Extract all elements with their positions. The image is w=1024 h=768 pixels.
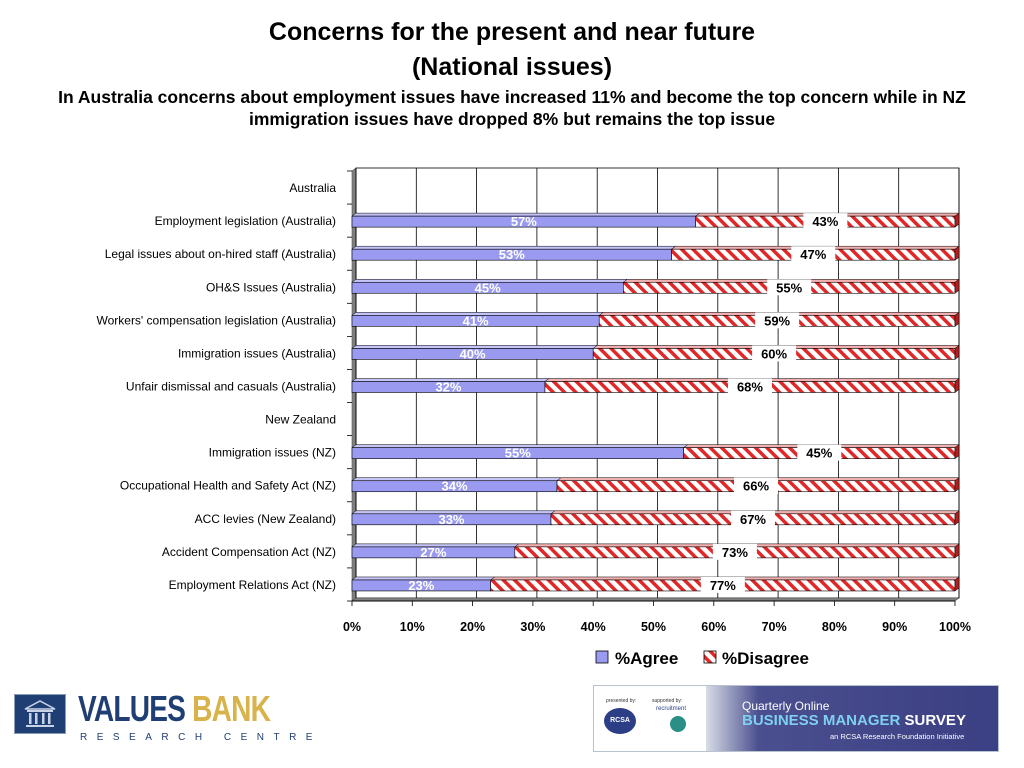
category-label: Immigration issues (NZ) <box>209 446 336 460</box>
bar-disagree-end <box>954 212 960 228</box>
bars: 57% 43% 53% 47% 45% 55% 41% 59% 40% 60% 32% 68% 55% 4… <box>351 212 960 593</box>
category-label: Australia <box>289 181 336 195</box>
category-label: ACC levies (New Zealand) <box>195 512 336 526</box>
x-tick-label: 30% <box>520 620 545 634</box>
bar-disagree-end <box>954 278 960 294</box>
data-label-agree: 34% <box>441 479 467 494</box>
chart-title-line-2: (National issues) <box>411 53 613 81</box>
data-label-disagree: 47% <box>800 247 826 262</box>
x-tick-label: 40% <box>581 620 606 634</box>
rcsa-logo: RCSA <box>604 708 636 734</box>
data-label-disagree-bg <box>730 510 775 527</box>
data-label-agree: 45% <box>475 280 501 295</box>
data-label-disagree-bg <box>712 543 757 560</box>
legend-swatch-agree <box>595 650 609 664</box>
data-label-disagree-bg <box>755 312 800 329</box>
data-label-disagree-bg <box>791 246 836 263</box>
category-label: OH&S Issues (Australia) <box>206 280 336 294</box>
x-tick-label: 50% <box>641 620 666 634</box>
bar-disagree-end <box>954 311 960 327</box>
data-label-disagree-bg <box>700 576 745 593</box>
bar-disagree-end <box>954 444 960 460</box>
bar-disagree-end <box>954 245 960 261</box>
data-label-disagree-bg <box>752 345 797 362</box>
x-axis-ticks: 0% 10% 20% 30% 40% 50% 60% 70% 80% 90% 100% <box>343 620 971 634</box>
data-label-disagree: 60% <box>761 346 787 361</box>
chart-title-line-1: Concerns for the present and near future <box>268 18 756 46</box>
data-label-disagree: 55% <box>776 280 802 295</box>
data-label-agree: 27% <box>420 545 446 560</box>
bar-disagree-end <box>954 510 960 526</box>
category-label: Employment Relations Act (NZ) <box>169 578 336 592</box>
category-label: New Zealand <box>265 413 336 427</box>
x-tick-label: 60% <box>701 620 726 634</box>
category-label: Occupational Health and Safety Act (NZ) <box>120 479 336 493</box>
data-label-disagree: 59% <box>764 313 790 328</box>
data-label-disagree: 68% <box>737 380 763 395</box>
category-label: Legal issues about on-hired staff (Austr… <box>105 247 336 261</box>
x-tick-label: 70% <box>762 620 787 634</box>
bar-disagree-end <box>954 378 960 393</box>
supported-by-text: supported by: <box>652 698 683 704</box>
data-label-disagree-bg <box>734 477 779 494</box>
category-labels: Australia Employment legislation (Austral… <box>96 181 336 592</box>
data-label-disagree-bg <box>803 213 848 230</box>
bar-disagree-end <box>954 344 960 360</box>
survey-line-3: an RCSA Research Foundation Initiative <box>830 732 965 741</box>
legend-label-agree: %Agree <box>615 649 678 668</box>
building-icon <box>14 694 66 734</box>
x-tick-label: 100% <box>939 620 971 634</box>
values-bank-logo: VALUES BANK RESEARCH CENTRE <box>14 688 312 746</box>
survey-banner-logo: presented by: supported by: RCSA recruit… <box>593 685 999 752</box>
data-label-disagree: 77% <box>710 578 736 593</box>
recruitment-logo: recruitment <box>656 706 690 734</box>
data-label-disagree-bg <box>797 444 842 461</box>
category-label: Employment legislation (Australia) <box>155 214 336 228</box>
values-bank-subtitle: RESEARCH CENTRE <box>80 732 322 743</box>
data-label-disagree: 45% <box>806 446 832 461</box>
bar-chart: 57% 43% 53% 47% 45% 55% 41% 59% 40% 60% 32% 68% 55% 4… <box>96 167 971 668</box>
data-label-disagree: 43% <box>812 214 838 229</box>
category-label: Workers' compensation legislation (Austr… <box>96 313 336 327</box>
presented-by-text: presented by: <box>606 698 637 704</box>
category-label: Unfair dismissal and casuals (Australia) <box>126 380 336 394</box>
data-label-disagree-bg <box>727 378 772 395</box>
data-label-agree: 40% <box>460 346 486 361</box>
survey-line-1: Quarterly Online <box>742 699 830 713</box>
chart-subtitle: In Australia concerns about employment i… <box>58 87 966 129</box>
data-label-agree: 33% <box>438 512 464 527</box>
legend-label-disagree: %Disagree <box>722 649 809 668</box>
data-label-disagree: 66% <box>743 479 769 494</box>
data-label-agree: 57% <box>511 214 537 229</box>
bar-disagree-end <box>954 543 960 559</box>
data-label-agree: 32% <box>435 380 461 395</box>
category-label: Immigration issues (Australia) <box>178 346 336 360</box>
bar-disagree-end <box>954 576 960 592</box>
data-label-agree: 53% <box>499 247 525 262</box>
values-bank-name: VALUES BANK <box>78 688 271 729</box>
data-label-disagree: 73% <box>722 545 748 560</box>
x-tick-label: 80% <box>822 620 847 634</box>
x-tick-label: 0% <box>343 620 361 634</box>
bar-disagree-end <box>954 477 960 493</box>
legend-swatch-disagree <box>703 650 717 664</box>
data-label-disagree-bg <box>767 279 812 296</box>
data-label-disagree: 67% <box>740 512 766 527</box>
x-tick-label: 90% <box>882 620 907 634</box>
legend: %Agree %Disagree <box>595 649 809 668</box>
category-label: Accident Compensation Act (NZ) <box>162 545 336 559</box>
data-label-agree: 23% <box>408 578 434 593</box>
survey-line-2: BUSINESS MANAGER SURVEY <box>742 712 966 729</box>
x-tick-label: 20% <box>460 620 485 634</box>
x-tick-label: 10% <box>400 620 425 634</box>
data-label-agree: 55% <box>505 446 531 461</box>
data-label-agree: 41% <box>463 313 489 328</box>
